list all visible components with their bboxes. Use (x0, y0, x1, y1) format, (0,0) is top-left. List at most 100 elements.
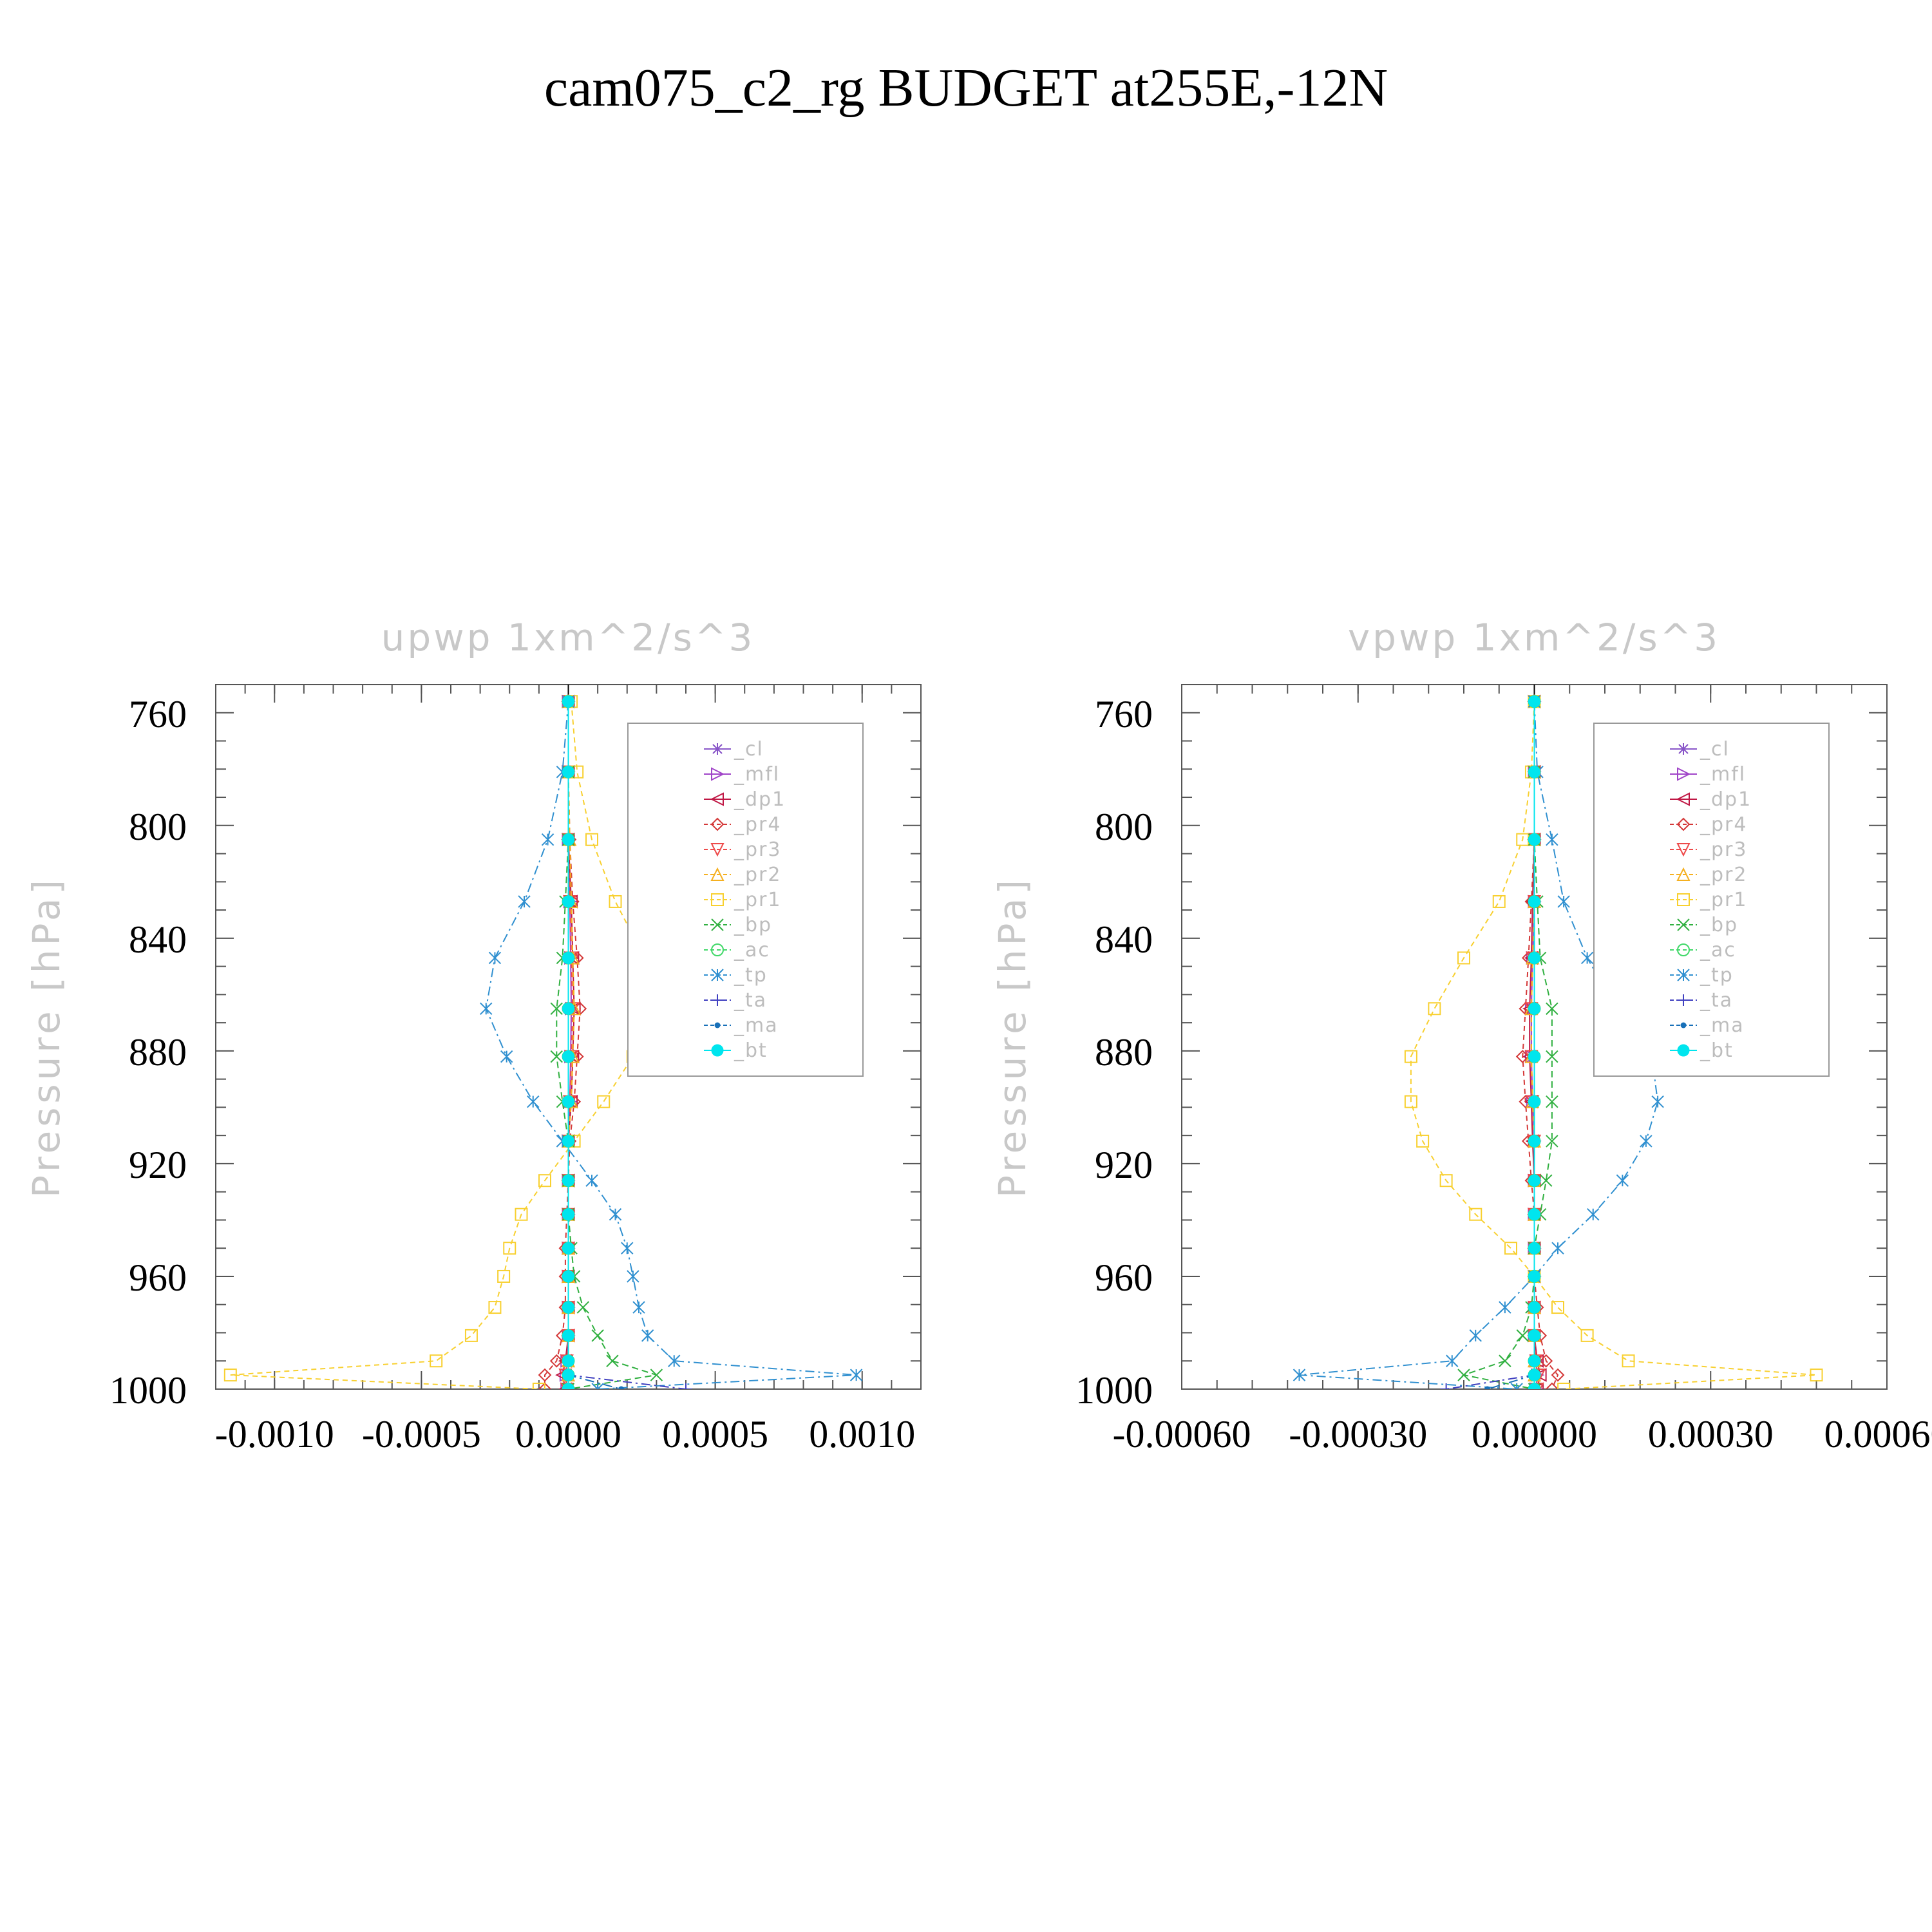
x-tick-label: 0.00000 (1472, 1413, 1597, 1455)
data-point-tp (627, 1270, 639, 1283)
data-point-tp (591, 1383, 604, 1389)
data-point-bt (1528, 1174, 1540, 1187)
y-tick-label: 1000 (109, 1369, 187, 1412)
data-point-ma (618, 1386, 625, 1389)
data-point-pr4 (1515, 1050, 1530, 1064)
legend-label: _dp1 (734, 788, 786, 811)
panel-title: upwp 1xm^2/s^3 (381, 616, 755, 659)
data-point-bt (562, 1174, 574, 1187)
x-tick-label: 0.0000 (515, 1413, 621, 1455)
legend-label: _pr1 (1700, 889, 1747, 911)
data-point-bt (562, 1329, 574, 1342)
data-point-tp (849, 1368, 863, 1381)
data-point-bt (562, 1002, 574, 1015)
legend-label: _mfl (734, 763, 780, 786)
legend-marker (712, 994, 723, 1006)
data-point-pr1 (609, 895, 622, 908)
data-point-bt (562, 833, 574, 846)
series-line-pr4 (544, 701, 581, 1389)
y-tick-label: 760 (129, 693, 187, 735)
data-point-pr1 (1469, 1208, 1482, 1221)
data-point-bp (606, 1354, 619, 1367)
data-point-ma (1484, 1386, 1490, 1389)
y-tick-label: 840 (129, 918, 187, 961)
figure-title: cam075_c2_rg BUDGET at255E,-12N (544, 58, 1388, 118)
data-point-tp (1557, 895, 1570, 908)
legend-label: _tp (1700, 964, 1734, 987)
legend-marker (1677, 969, 1690, 981)
series-group (1293, 694, 1823, 1389)
panel-vpwp: vpwp 1xm^2/s^3 Pressure [hPa] 760 800 840 880… (990, 616, 1932, 1455)
data-point-bt (1528, 1208, 1540, 1221)
legend-label: _bp (1700, 914, 1738, 936)
data-point-tp (1446, 1354, 1459, 1367)
x-tick-label: 0.0010 (809, 1413, 915, 1455)
data-point-pr1 (1504, 1242, 1517, 1255)
legend-label: _ma (734, 1014, 779, 1037)
legend-label: _cl (1700, 738, 1730, 761)
data-point-pr1 (1810, 1368, 1823, 1382)
data-point-pr1 (464, 1329, 478, 1342)
legend-marker (1680, 1022, 1687, 1028)
legend-marker (711, 943, 724, 956)
data-point-bt (562, 1383, 574, 1389)
legend-label: _mfl (1700, 763, 1746, 786)
series-line-bp (556, 701, 657, 1389)
legend-label: _pr3 (1700, 838, 1747, 861)
legend-marker (1677, 767, 1691, 781)
data-point-pr1 (497, 1269, 511, 1283)
data-point-tp (518, 895, 531, 908)
y-tick-label: 800 (1095, 806, 1153, 848)
data-point-bp (650, 1368, 663, 1381)
legend-label: _bt (734, 1039, 768, 1062)
data-point-tp (1616, 1174, 1629, 1187)
data-point-tp (527, 1095, 540, 1108)
legend-box (1593, 723, 1830, 1077)
data-point-bp (1516, 1329, 1529, 1342)
data-point-pr1 (1622, 1354, 1635, 1368)
data-point-bt (562, 1135, 574, 1148)
legend-label: _pr2 (1700, 864, 1747, 886)
legend-marker (1677, 1044, 1690, 1057)
legend-marker (710, 867, 724, 881)
data-point-bt (1528, 766, 1540, 779)
legend: _cl_mfl_dp1_pr4_pr3_pr2_pr1_bp_ac_tp_ta_… (1593, 723, 1830, 1077)
data-point-bt (562, 1270, 574, 1283)
data-point-bp (1457, 1368, 1470, 1381)
data-point-bt (1528, 1095, 1540, 1108)
data-point-bt (562, 1242, 574, 1255)
data-point-bt (1528, 1383, 1540, 1389)
data-point-bt (562, 695, 574, 708)
series-line-pr1 (1410, 701, 1817, 1389)
legend-label: _pr4 (1700, 813, 1747, 836)
data-point-tp (668, 1354, 681, 1367)
data-point-bt (562, 1301, 574, 1314)
data-point-bp (1540, 1174, 1553, 1187)
data-point-pr1 (430, 1354, 443, 1368)
data-point-bt (562, 1208, 574, 1221)
legend-marker (1676, 867, 1690, 881)
y-tick-label: 800 (129, 806, 187, 848)
legend-marker (1678, 994, 1689, 1006)
legend-marker (714, 1022, 721, 1028)
legend-label: _tp (734, 964, 768, 987)
legend: _cl_mfl_dp1_pr4_pr3_pr2_pr1_bp_ac_tp_ta_… (627, 723, 864, 1077)
legend-marker (1676, 817, 1690, 831)
data-point-tp (1587, 1208, 1600, 1221)
y-tick-label: 880 (1095, 1031, 1153, 1074)
x-tick-label: -0.00030 (1289, 1413, 1427, 1455)
x-tick-label: 0.00060 (1824, 1413, 1932, 1455)
series-line-pr1 (230, 701, 658, 1389)
legend-label: _bp (734, 914, 772, 936)
data-point-bp (591, 1329, 604, 1342)
data-point-pr1 (1457, 951, 1470, 965)
data-point-bp (576, 1301, 590, 1314)
data-point-pr3 (1530, 1383, 1544, 1389)
legend-marker (1677, 918, 1690, 931)
data-point-pr1 (585, 833, 598, 846)
legend-label: _pr2 (734, 864, 781, 886)
data-point-bt (1528, 951, 1540, 964)
data-point-pr4 (538, 1368, 552, 1382)
legend-label: _ma (1700, 1014, 1745, 1037)
